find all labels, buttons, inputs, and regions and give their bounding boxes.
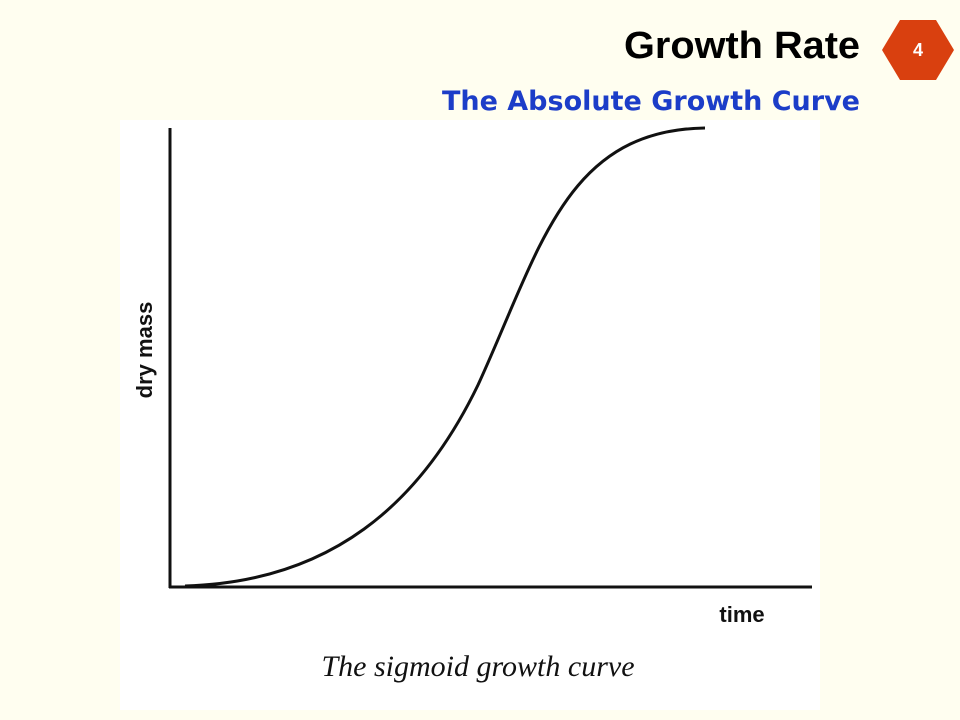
sigmoid-curve (184, 126, 706, 588)
slide-number: 4 (913, 40, 923, 60)
x-axis-label: time (719, 602, 764, 627)
y-axis-label: dry mass (132, 302, 157, 399)
figure-background (120, 120, 820, 710)
slide-subtitle: The Absolute Growth Curve (442, 86, 860, 117)
slide-title: Growth Rate (624, 25, 860, 67)
slide-number-badge (882, 20, 954, 80)
figure-caption: The sigmoid growth curve (321, 650, 634, 683)
